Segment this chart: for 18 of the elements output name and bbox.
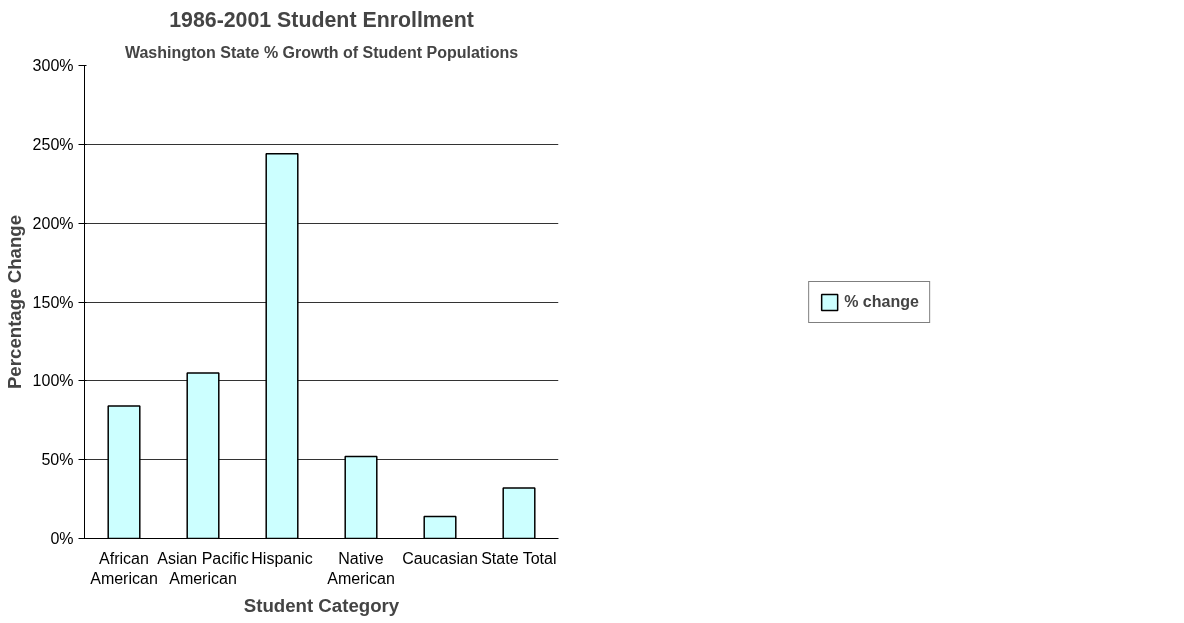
- y-tick-label: 200%: [32, 214, 74, 232]
- y-tick-label: 250%: [32, 135, 74, 153]
- x-tick-label: African American: [90, 549, 158, 587]
- y-axis-title: Percentage Change: [3, 214, 25, 390]
- chart-title: 1986-2001 Student Enrollment: [169, 7, 474, 32]
- y-tick-label: 150%: [32, 293, 74, 311]
- x-tick-label: Native American: [327, 549, 395, 587]
- chart-subtitle: Washington State % Growth of Student Populations: [124, 43, 519, 61]
- x-tick-label: Asian Pacific American: [157, 549, 249, 587]
- x-tick-label: Hispanic: [251, 549, 313, 567]
- y-tick-label: 50%: [41, 451, 74, 469]
- x-tick-label: Caucasian: [402, 549, 478, 567]
- y-tick-label: 0%: [50, 530, 74, 547]
- x-tick-label: State Total: [481, 549, 557, 567]
- y-tick-label: 100%: [32, 372, 74, 390]
- legend-label: % change: [844, 292, 919, 311]
- x-axis-title: Student Category: [243, 594, 400, 616]
- y-tick-label: 300%: [32, 57, 74, 74]
